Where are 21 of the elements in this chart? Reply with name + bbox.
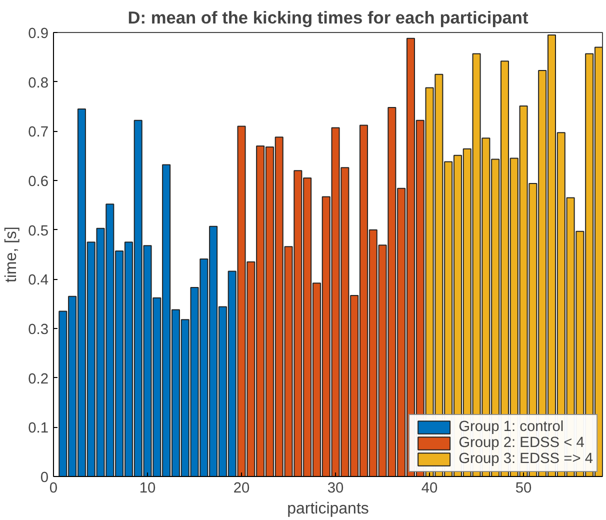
chart-title: D: mean of the kicking times for each participant bbox=[128, 8, 529, 28]
y-tick-label: 0.9 bbox=[28, 26, 48, 42]
legend-label: Group 2: EDSS < 4 bbox=[458, 435, 584, 451]
y-axis-title: time, [s] bbox=[3, 226, 20, 283]
y-tick-label: 0.3 bbox=[28, 322, 48, 338]
y-tick-label: 0.2 bbox=[28, 371, 48, 388]
x-tick-label: 50 bbox=[515, 480, 532, 496]
y-tick-label: 0.7 bbox=[28, 124, 48, 141]
y-tick-label: 0.6 bbox=[28, 174, 48, 190]
x-tick-label: 30 bbox=[327, 480, 344, 496]
legend-label: Group 1: control bbox=[458, 419, 564, 435]
x-tick-label: 40 bbox=[421, 480, 438, 496]
legend-label: Group 3: EDSS => 4 bbox=[458, 451, 593, 467]
y-tick-label: 0.8 bbox=[28, 75, 48, 92]
y-tick-label: 0 bbox=[40, 470, 49, 486]
y-tick-label: 0.5 bbox=[28, 223, 48, 240]
y-tick-label: 0.1 bbox=[28, 420, 48, 437]
x-tick-label: 20 bbox=[233, 480, 250, 496]
x-axis-title: participants bbox=[287, 500, 369, 518]
y-tick-label: 0.4 bbox=[28, 272, 48, 289]
x-tick-label: 10 bbox=[139, 480, 156, 496]
